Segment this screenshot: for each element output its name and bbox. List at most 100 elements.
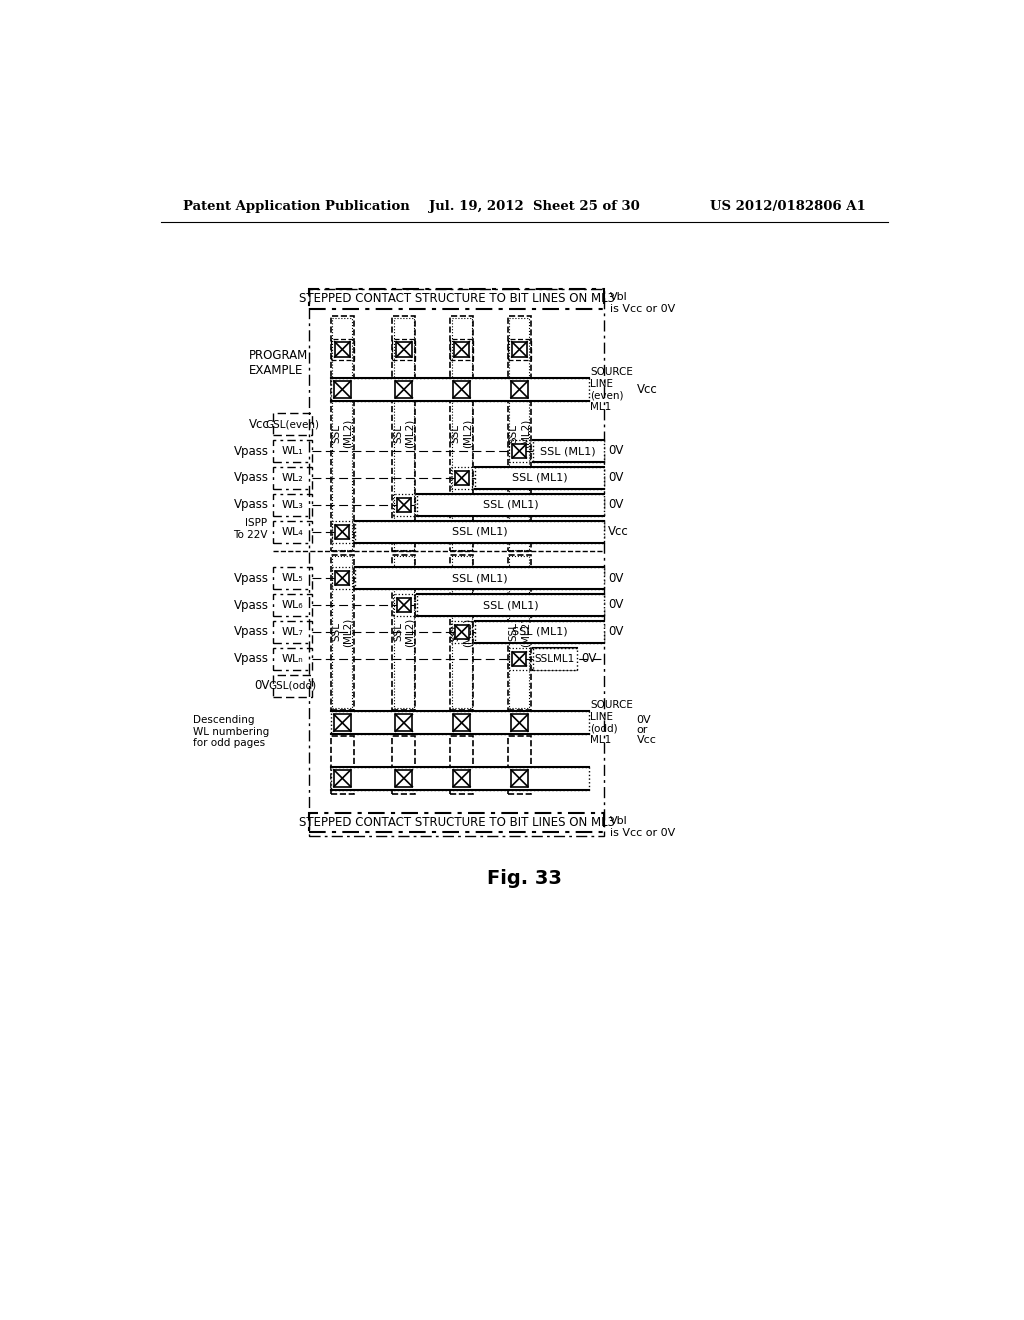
Bar bbox=[395, 714, 413, 731]
Bar bbox=[273, 675, 311, 697]
Text: Vpass: Vpass bbox=[234, 652, 269, 665]
Bar bbox=[273, 594, 311, 615]
Text: US 2012/0182806 A1: US 2012/0182806 A1 bbox=[710, 199, 865, 213]
Text: WL₇: WL₇ bbox=[282, 627, 303, 638]
Bar bbox=[273, 413, 311, 434]
Bar bbox=[455, 471, 469, 484]
Bar bbox=[331, 767, 589, 789]
Bar bbox=[451, 554, 473, 710]
Bar bbox=[417, 594, 604, 615]
Text: WL₁: WL₁ bbox=[282, 446, 303, 455]
Bar bbox=[512, 444, 526, 458]
Text: SSLML1: SSLML1 bbox=[535, 653, 574, 664]
Text: WLₙ: WLₙ bbox=[282, 653, 303, 664]
Bar bbox=[508, 737, 531, 793]
Bar bbox=[392, 339, 416, 360]
Text: Vpass: Vpass bbox=[234, 598, 269, 611]
Bar bbox=[475, 467, 604, 488]
Bar bbox=[452, 557, 472, 708]
Text: SSL (ML1): SSL (ML1) bbox=[512, 473, 567, 483]
Bar bbox=[454, 770, 470, 787]
Bar bbox=[396, 342, 412, 358]
Bar bbox=[392, 554, 416, 710]
Bar bbox=[509, 318, 529, 549]
Bar bbox=[395, 381, 413, 397]
Text: STEPPED CONTACT STRUCTURE TO BIT LINES ON ML3: STEPPED CONTACT STRUCTURE TO BIT LINES O… bbox=[299, 816, 614, 829]
Bar bbox=[511, 714, 528, 731]
Bar bbox=[395, 770, 413, 787]
Bar bbox=[394, 318, 414, 549]
Text: SSL
(ML2): SSL (ML2) bbox=[393, 418, 415, 447]
Text: Vpass: Vpass bbox=[234, 572, 269, 585]
Text: SSL
(ML2): SSL (ML2) bbox=[332, 418, 353, 447]
Bar bbox=[508, 339, 531, 360]
Text: SSL
(ML2): SSL (ML2) bbox=[393, 618, 415, 647]
Bar bbox=[508, 554, 531, 710]
Bar bbox=[334, 381, 351, 397]
Bar bbox=[273, 467, 311, 488]
Bar bbox=[397, 498, 411, 512]
Bar bbox=[355, 521, 604, 543]
Bar bbox=[331, 378, 589, 401]
Bar bbox=[309, 289, 604, 309]
Text: GSL(odd): GSL(odd) bbox=[268, 681, 316, 690]
Bar bbox=[334, 770, 351, 787]
Text: SSL (ML1): SSL (ML1) bbox=[452, 527, 508, 537]
Bar bbox=[333, 318, 352, 549]
Bar bbox=[392, 317, 416, 552]
Bar bbox=[512, 342, 527, 358]
Text: WL₆: WL₆ bbox=[282, 601, 303, 610]
Bar bbox=[332, 568, 353, 589]
Text: SSL (ML1): SSL (ML1) bbox=[541, 446, 596, 455]
Text: Vcc: Vcc bbox=[637, 735, 656, 744]
Text: 0V: 0V bbox=[608, 626, 624, 639]
Text: Vcc: Vcc bbox=[637, 383, 657, 396]
Bar bbox=[392, 737, 416, 793]
Bar bbox=[273, 568, 311, 589]
Text: or: or bbox=[637, 725, 648, 735]
Text: 0V: 0V bbox=[608, 445, 624, 458]
Text: SOURCE
LINE
(odd)
ML1: SOURCE LINE (odd) ML1 bbox=[590, 701, 633, 746]
Text: 0V: 0V bbox=[608, 572, 624, 585]
Text: Vbl
is Vcc or 0V: Vbl is Vcc or 0V bbox=[610, 293, 676, 314]
Bar bbox=[336, 572, 349, 585]
Bar bbox=[273, 521, 311, 543]
Bar bbox=[511, 381, 528, 397]
Text: SSL (ML1): SSL (ML1) bbox=[482, 500, 539, 510]
Bar bbox=[451, 317, 473, 552]
Text: 0V: 0V bbox=[637, 715, 651, 725]
Bar bbox=[331, 317, 354, 552]
Text: WL₅: WL₅ bbox=[282, 573, 303, 583]
Bar bbox=[451, 737, 473, 793]
Text: ISPP
To 22V: ISPP To 22V bbox=[233, 517, 267, 540]
Text: 0V: 0V bbox=[608, 499, 624, 511]
Text: 0V: 0V bbox=[608, 471, 624, 484]
Bar bbox=[451, 467, 472, 488]
Bar bbox=[454, 342, 469, 358]
Bar bbox=[273, 441, 311, 462]
Bar bbox=[273, 648, 311, 669]
Text: Vpass: Vpass bbox=[234, 499, 269, 511]
Bar bbox=[331, 737, 354, 793]
Text: SSL
(ML2): SSL (ML2) bbox=[509, 618, 530, 647]
Bar bbox=[273, 622, 311, 643]
Text: Vpass: Vpass bbox=[234, 626, 269, 639]
Text: WL₄: WL₄ bbox=[282, 527, 303, 537]
Bar bbox=[455, 626, 469, 639]
Bar bbox=[394, 557, 414, 708]
Text: Patent Application Publication: Patent Application Publication bbox=[183, 199, 410, 213]
Bar bbox=[331, 711, 589, 734]
Text: SSL
(ML2): SSL (ML2) bbox=[451, 618, 472, 647]
Bar bbox=[452, 318, 472, 549]
Bar bbox=[332, 521, 353, 543]
Text: SSL
(ML2): SSL (ML2) bbox=[332, 618, 353, 647]
Bar bbox=[334, 714, 351, 731]
Text: Fig. 33: Fig. 33 bbox=[487, 869, 562, 888]
Text: SSL
(ML2): SSL (ML2) bbox=[509, 418, 530, 447]
Bar bbox=[512, 652, 526, 665]
Text: GSL(even): GSL(even) bbox=[265, 418, 319, 429]
Bar bbox=[509, 441, 530, 462]
Text: Jul. 19, 2012  Sheet 25 of 30: Jul. 19, 2012 Sheet 25 of 30 bbox=[429, 199, 639, 213]
Bar bbox=[509, 557, 529, 708]
Bar bbox=[451, 622, 472, 643]
